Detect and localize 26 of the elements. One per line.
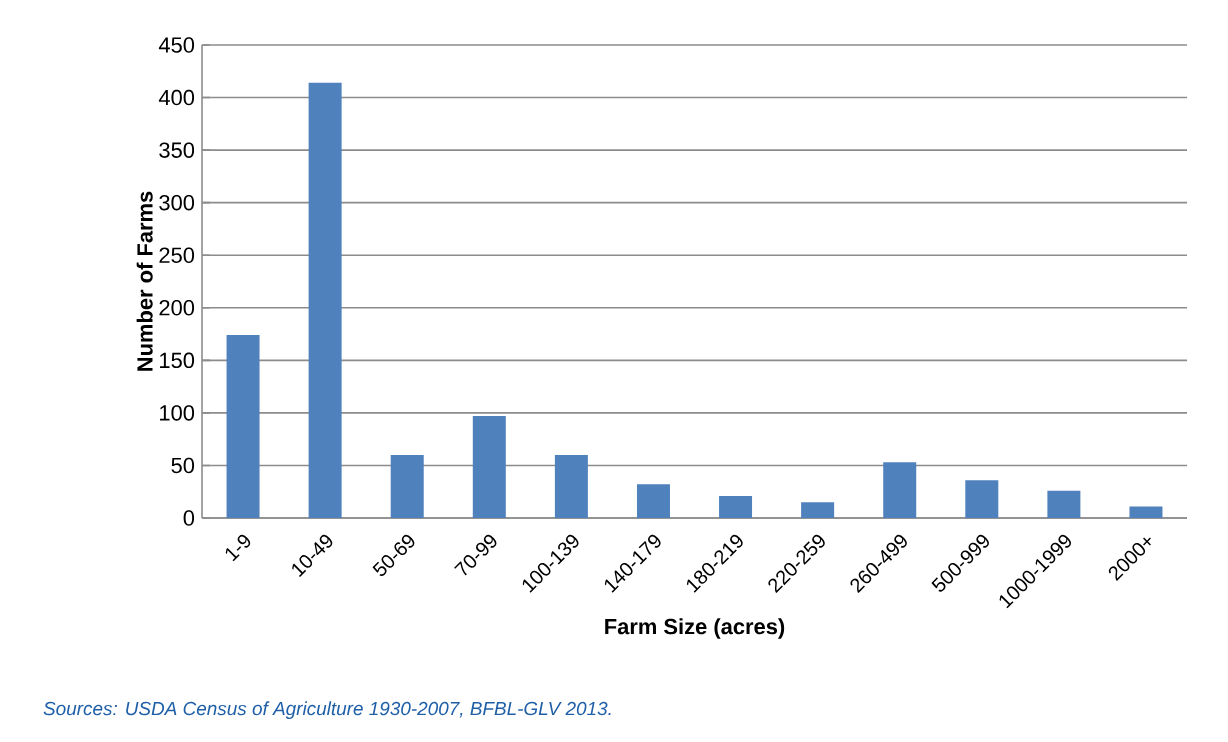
bar xyxy=(965,480,999,518)
y-tick-label: 150 xyxy=(160,352,195,369)
y-tick-label: 450 xyxy=(158,37,195,53)
y-tick-label: 400 xyxy=(158,89,195,106)
bar xyxy=(308,82,342,518)
bar xyxy=(472,416,506,518)
bar xyxy=(1047,490,1081,518)
y-tick-label: 250 xyxy=(159,247,195,263)
bar xyxy=(636,484,670,518)
x-axis-title: Farm Size (acres) xyxy=(605,618,785,639)
y-tick-label: 100 xyxy=(160,405,195,421)
y-tick-label: 350 xyxy=(159,142,195,158)
y-tick-label: 50 xyxy=(171,457,195,474)
bar xyxy=(226,335,260,518)
bar xyxy=(390,454,424,518)
y-tick-label: 200 xyxy=(159,300,195,316)
bar xyxy=(554,454,588,518)
bar xyxy=(801,502,835,518)
source-note: Sources: USDA Census of Agriculture 1930-2007, BFBL-GLV 2013. xyxy=(43,701,611,719)
y-tick-label: 300 xyxy=(159,194,195,211)
bar xyxy=(719,495,753,518)
bar xyxy=(883,462,917,518)
y-tick-label: 0 xyxy=(183,510,195,526)
y-axis-title: Number of Farms xyxy=(136,191,153,371)
bar xyxy=(1129,506,1163,518)
x-tick-label: 1-9 xyxy=(225,534,251,562)
